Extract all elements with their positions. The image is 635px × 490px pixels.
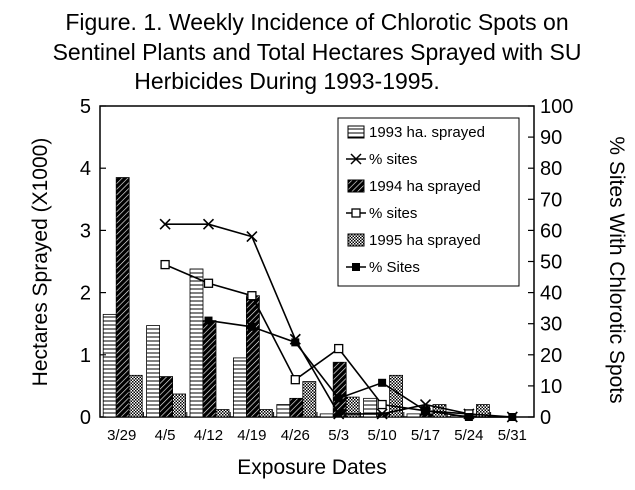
- bar-1994-5-3: [332, 361, 347, 418]
- point-series-3-4-26: [291, 338, 300, 347]
- bar-1994-4-26: [289, 397, 304, 418]
- y2-tick-label: 10: [540, 376, 562, 398]
- y-tick-label: 5: [80, 96, 91, 118]
- point-series-1-4-12: [202, 218, 215, 230]
- point-series-2-4-12: [203, 278, 214, 288]
- bar-1995-4-12: [215, 409, 230, 418]
- bar-1993-5-10: [363, 397, 378, 418]
- bar-1995-4-5: [172, 393, 187, 418]
- y-tick-label: 0: [80, 407, 91, 429]
- y-tick-label: 4: [80, 158, 91, 180]
- point-series-2-4-5: [160, 259, 170, 270]
- line-series-2: [164, 263, 469, 415]
- bar-1995-4-26: [302, 381, 317, 418]
- point-series-2-4-19: [247, 291, 257, 301]
- y-tick-label: 2: [80, 283, 91, 305]
- legend-swatch-1993: [347, 125, 365, 139]
- legend-label-1993: 1993 ha. sprayed: [369, 124, 485, 141]
- lines-layer: [159, 218, 518, 423]
- point-series-3-4-12: [204, 316, 213, 325]
- y2-axis-title: % Sites With Chlorotic Spots: [605, 136, 628, 403]
- y2-tick-label: 100: [540, 96, 573, 118]
- legend-marker-x: [350, 153, 362, 165]
- bar-1994-4-19: [245, 295, 260, 418]
- legend-label-sites-2: % sites: [369, 205, 417, 222]
- bar-1995-3-29: [128, 374, 143, 418]
- y2-tick-label: 70: [540, 189, 562, 211]
- chart-title-line-1: Figure. 1. Weekly Incidence of Chlorotic…: [65, 9, 568, 35]
- bar-1993-4-5: [146, 325, 161, 418]
- chart-title-line-2: Sentinel Plants and Total Hectares Spray…: [53, 39, 582, 65]
- y2-tick-label: 90: [540, 127, 562, 149]
- x-tick-label: 3/29: [107, 427, 136, 444]
- bar-1993-5-3: [319, 413, 334, 418]
- chart-title-line-3: Herbicides During 1993-1995.: [134, 68, 440, 94]
- x-tick-label: 4/5: [155, 427, 176, 444]
- point-series-3-5-17: [421, 406, 430, 415]
- point-series-3-4-19: [247, 322, 256, 331]
- legend-marker-filled-square: [352, 263, 360, 271]
- x-tick-label: 4/12: [194, 427, 223, 444]
- line-series-3: [208, 319, 513, 418]
- x-tick-label: 5/24: [454, 427, 483, 444]
- bar-1994-4-5: [159, 376, 174, 418]
- bar-1993-4-19: [232, 357, 247, 418]
- legend: 1993 ha. sprayed % sites 1994 ha sprayed…: [337, 117, 520, 287]
- point-series-1-5-10: [376, 408, 388, 420]
- y2-tick-label: 20: [540, 345, 562, 367]
- y2-tick-label: 50: [540, 252, 562, 274]
- point-series-1-5-3: [333, 408, 345, 420]
- x-tick-label: 5/17: [411, 427, 440, 444]
- legend-swatch-1995: [347, 233, 365, 247]
- legend-label-sites-3: % Sites: [369, 259, 420, 276]
- bar-1993-4-26: [276, 404, 291, 418]
- y2-tick-label: 60: [540, 220, 562, 242]
- y2-tick-label: 0: [540, 407, 551, 429]
- point-series-2-5-3: [334, 343, 344, 354]
- bar-1995-5-3: [345, 396, 360, 418]
- bar-1993-3-29: [102, 313, 117, 418]
- x-tick-label: 4/19: [237, 427, 266, 444]
- point-series-1-4-19: [246, 231, 258, 243]
- bar-1994-3-29: [115, 177, 130, 418]
- point-series-3-5-10: [378, 378, 387, 387]
- x-axis-title: Exposure Dates: [237, 456, 386, 479]
- point-series-2-5-10: [377, 399, 387, 410]
- legend-swatch-1994: [347, 179, 365, 193]
- y-tick-label: 1: [80, 345, 91, 367]
- x-tick-label: 5/3: [328, 427, 349, 444]
- bar-1993-5-17: [406, 413, 421, 418]
- point-series-1-4-5: [159, 218, 171, 230]
- legend-label-1994: 1994 ha sprayed: [369, 178, 481, 195]
- legend-box: [337, 117, 520, 287]
- y2-tick-label: 30: [540, 314, 562, 336]
- x-tick-label: 5/31: [498, 427, 527, 444]
- legend-marker-open-square: [351, 208, 361, 218]
- point-series-3-5-31: [508, 413, 517, 421]
- bar-1993-4-12: [189, 268, 204, 418]
- legend-label-sites-1: % sites: [369, 151, 417, 168]
- point-series-2-4-26: [290, 375, 300, 385]
- x-tick-label: 4/26: [281, 427, 310, 444]
- legend-label-1995: 1995 ha sprayed: [369, 232, 481, 249]
- y2-tick-label: 40: [540, 283, 562, 305]
- y-tick-label: 3: [80, 220, 91, 242]
- bars-layer: [102, 177, 490, 418]
- point-series-3-5-3: [334, 394, 343, 403]
- bar-1995-4-19: [258, 409, 273, 418]
- bar-1994-4-12: [202, 320, 217, 418]
- y-axis-title: Hectares Sprayed (X1000): [29, 138, 52, 387]
- point-series-3-5-24: [464, 413, 473, 421]
- y2-tick-label: 80: [540, 158, 562, 180]
- x-tick-label: 5/10: [367, 427, 396, 444]
